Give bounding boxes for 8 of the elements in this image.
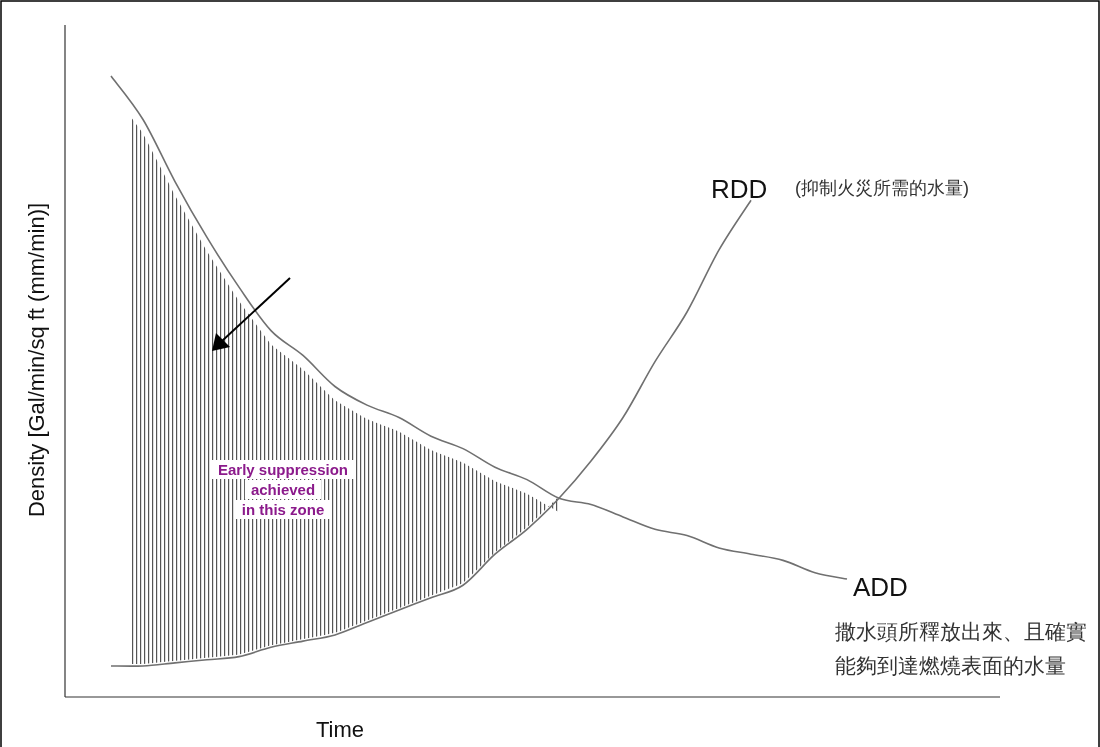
annotation: 能夠到達燃燒表面的水量 — [835, 654, 1066, 677]
series-label: ADD — [853, 572, 908, 603]
y-axis-title: Density [Gal/min/sq ft (mm/min)] — [24, 202, 49, 518]
series-label: RDD — [711, 174, 768, 205]
annotation: Early suppression achieved in this zone — [217, 461, 349, 518]
annotation: (抑制火災所需的水量) — [795, 178, 969, 199]
x-axis-title: Time — [315, 717, 365, 742]
annotation: 撒水頭所釋放出來、且確實 — [835, 620, 1087, 643]
